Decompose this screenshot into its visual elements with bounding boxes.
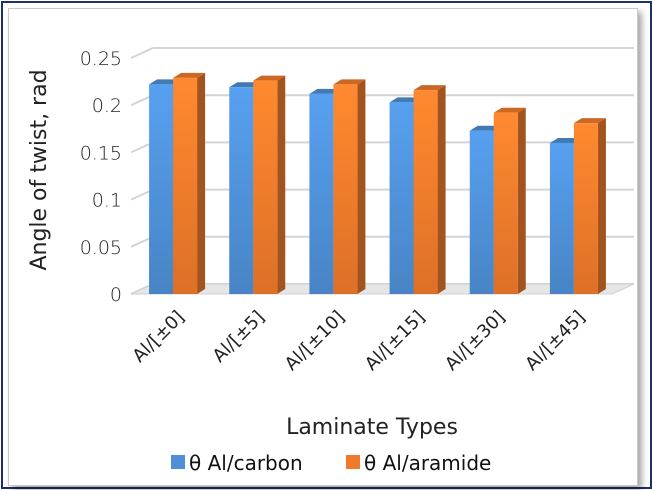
bar-front xyxy=(389,102,414,294)
y-tick-label: 0 xyxy=(110,284,122,306)
bar-top xyxy=(253,75,286,81)
bar-aramide xyxy=(253,75,286,294)
bar-side xyxy=(437,85,446,294)
y-tick-label: 0.15 xyxy=(80,142,122,164)
y-tick-label: 0.25 xyxy=(80,48,122,70)
bar-front xyxy=(493,112,518,294)
bar-front xyxy=(309,93,334,294)
x-tick-label: Al/[±30] xyxy=(441,307,509,375)
bar-aramide xyxy=(493,107,526,294)
y-tick-label: 0.2 xyxy=(92,95,122,117)
bar-front xyxy=(413,90,438,294)
legend-label-aramide: θ Al/aramide xyxy=(364,451,491,475)
bar-aramide xyxy=(173,72,206,294)
bar-front xyxy=(253,80,278,294)
bar-top xyxy=(333,79,366,85)
chart-panel xyxy=(8,8,638,486)
x-axis-title: Laminate Types xyxy=(286,415,458,440)
x-tick-label: Al/[±10] xyxy=(281,307,349,375)
bar-top xyxy=(493,107,526,113)
bar-front xyxy=(173,77,198,294)
legend-label-carbon: θ Al/carbon xyxy=(189,451,303,475)
x-tick-label: Al/[±5] xyxy=(209,307,269,367)
y-axis-title: Angle of twist, rad xyxy=(27,69,52,270)
bar-front xyxy=(229,87,254,294)
bar-front xyxy=(333,84,358,294)
y-tick-label: 0.05 xyxy=(80,237,122,259)
bar-front xyxy=(469,130,494,294)
x-tick-label: Al/[±15] xyxy=(361,307,429,375)
gridline-side xyxy=(130,47,154,59)
legend: θ Al/carbon θ Al/aramide xyxy=(171,451,491,475)
y-tick-labels: 0 0.05 0.1 0.15 0.2 0.25 xyxy=(80,48,122,306)
bar-side xyxy=(517,107,526,294)
bar-front xyxy=(149,84,174,294)
bar-top xyxy=(173,72,206,78)
bar-side xyxy=(597,118,606,294)
legend-swatch-carbon xyxy=(171,455,185,469)
bar-front xyxy=(573,123,598,294)
bar-front xyxy=(549,142,574,294)
x-tick-label: Al/[±0] xyxy=(129,307,189,367)
bar-side xyxy=(197,72,206,294)
legend-swatch-aramide xyxy=(346,455,360,469)
bar-aramide xyxy=(413,85,446,294)
bars xyxy=(149,72,606,294)
bar-side xyxy=(277,75,286,294)
bar-side xyxy=(357,79,366,294)
bar-top xyxy=(573,118,606,124)
y-tick-label: 0.1 xyxy=(92,190,122,212)
bar-aramide xyxy=(573,118,606,294)
x-tick-labels: Al/[±0] Al/[±5] Al/[±10] Al/[±15] Al/[±30] Al… xyxy=(129,307,590,375)
bar-aramide xyxy=(333,79,366,294)
bar-top xyxy=(413,85,446,91)
x-tick-label: Al/[±45] xyxy=(521,307,589,375)
